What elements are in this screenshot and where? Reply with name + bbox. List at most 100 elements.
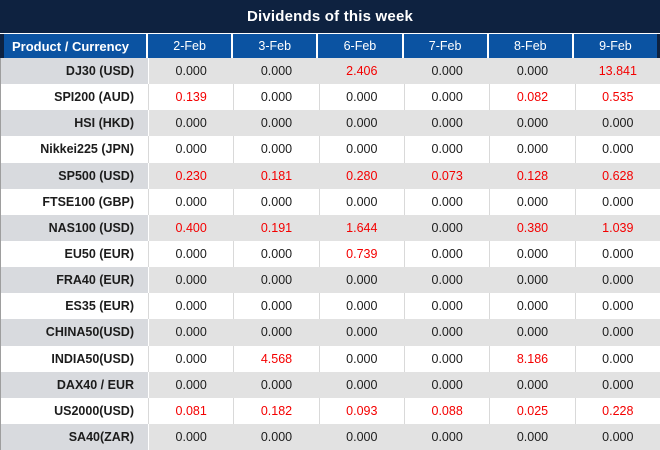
product-cell: ES35 (EUR)	[1, 293, 148, 320]
value-cell: 0.628	[574, 162, 660, 189]
product-cell: SA40(ZAR)	[1, 423, 148, 450]
value-cell: 2.406	[318, 58, 404, 85]
value-cell: 0.000	[318, 188, 404, 215]
header-cell-date: 7-Feb	[401, 34, 487, 58]
value-cell: 0.182	[233, 397, 319, 424]
value-cell: 0.000	[318, 319, 404, 346]
table-row: CHINA50(USD) 0.000 0.000 0.000 0.000 0.000 0.0…	[1, 319, 660, 346]
table-row: US2000(USD) 0.081 0.182 0.093 0.088 0.025 0.22…	[1, 397, 660, 424]
value-cell: 0.000	[148, 136, 234, 163]
value-cell: 0.000	[318, 110, 404, 137]
value-cell: 0.000	[403, 110, 490, 137]
header-cell-date: 2-Feb	[146, 34, 231, 58]
value-cell: 0.000	[148, 293, 234, 320]
value-cell: 0.230	[148, 162, 234, 189]
product-cell: SP500 (USD)	[1, 162, 148, 189]
table-row: SA40(ZAR) 0.000 0.000 0.000 0.000 0.000 0.000	[1, 423, 660, 450]
value-cell: 0.000	[233, 371, 319, 398]
product-cell: SPI200 (AUD)	[1, 84, 148, 111]
value-cell: 0.739	[318, 240, 404, 268]
value-cell: 0.000	[574, 110, 660, 137]
table-body: DJ30 (USD) 0.000 0.000 2.406 0.000 0.000 13.84…	[0, 58, 660, 450]
value-cell: 4.568	[233, 345, 319, 372]
product-cell: DAX40 / EUR	[1, 371, 148, 398]
value-cell: 0.000	[574, 267, 660, 294]
value-cell: 0.025	[489, 397, 575, 424]
value-cell: 0.000	[403, 293, 490, 320]
table-row: FTSE100 (GBP) 0.000 0.000 0.000 0.000 0.000 0.…	[1, 188, 660, 215]
table-row: FRA40 (EUR) 0.000 0.000 0.000 0.000 0.000 0.00…	[1, 267, 660, 294]
table-row: INDIA50(USD) 0.000 4.568 0.000 0.000 8.186 0.0…	[1, 345, 660, 372]
value-cell: 0.000	[233, 423, 319, 450]
table-row: DJ30 (USD) 0.000 0.000 2.406 0.000 0.000 13.84…	[1, 58, 660, 85]
value-cell: 0.000	[318, 371, 404, 398]
value-cell: 0.000	[148, 423, 234, 450]
value-cell: 13.841	[574, 58, 660, 85]
value-cell: 0.000	[574, 293, 660, 320]
value-cell: 0.088	[403, 397, 490, 424]
value-cell: 0.000	[403, 58, 490, 85]
product-cell: FTSE100 (GBP)	[1, 188, 148, 215]
value-cell: 0.000	[574, 240, 660, 268]
product-cell: INDIA50(USD)	[1, 345, 148, 372]
header-cell-date: 3-Feb	[231, 34, 316, 58]
product-cell: FRA40 (EUR)	[1, 267, 148, 294]
value-cell: 0.000	[233, 84, 319, 111]
value-cell: 0.000	[148, 319, 234, 346]
value-cell: 0.000	[148, 371, 234, 398]
value-cell: 0.000	[403, 319, 490, 346]
product-cell: US2000(USD)	[1, 397, 148, 424]
value-cell: 0.000	[403, 267, 490, 294]
value-cell: 0.073	[403, 162, 490, 189]
table-title: Dividends of this week	[0, 0, 660, 34]
value-cell: 0.000	[489, 110, 575, 137]
product-cell: CHINA50(USD)	[1, 319, 148, 346]
value-cell: 0.000	[318, 84, 404, 111]
table-row: Nikkei225 (JPN) 0.000 0.000 0.000 0.000 0.000…	[1, 136, 660, 163]
value-cell: 0.000	[148, 110, 234, 137]
value-cell: 0.380	[489, 214, 575, 241]
value-cell: 1.039	[574, 214, 660, 241]
value-cell: 0.535	[574, 84, 660, 111]
value-cell: 0.181	[233, 162, 319, 189]
value-cell: 0.400	[148, 214, 234, 241]
value-cell: 0.228	[574, 397, 660, 424]
value-cell: 0.000	[148, 345, 234, 372]
value-cell: 0.000	[233, 240, 319, 268]
value-cell: 0.000	[148, 240, 234, 268]
value-cell: 0.000	[403, 240, 490, 268]
product-cell: HSI (HKD)	[1, 110, 148, 137]
value-cell: 0.000	[574, 423, 660, 450]
value-cell: 0.000	[574, 345, 660, 372]
header-cell-date: 6-Feb	[316, 34, 401, 58]
value-cell: 0.000	[489, 293, 575, 320]
value-cell: 0.000	[489, 188, 575, 215]
value-cell: 0.000	[574, 188, 660, 215]
value-cell: 0.000	[233, 58, 319, 85]
value-cell: 0.000	[233, 110, 319, 137]
value-cell: 0.000	[403, 84, 490, 111]
value-cell: 0.000	[233, 293, 319, 320]
value-cell: 0.000	[489, 371, 575, 398]
value-cell: 0.191	[233, 214, 319, 241]
value-cell: 0.000	[403, 371, 490, 398]
value-cell: 0.000	[489, 267, 575, 294]
value-cell: 0.000	[574, 319, 660, 346]
value-cell: 0.000	[403, 214, 490, 241]
table-row: HSI (HKD) 0.000 0.000 0.000 0.000 0.000 0.000	[1, 110, 660, 137]
table-row: SP500 (USD) 0.230 0.181 0.280 0.073 0.128 0.62…	[1, 162, 660, 189]
value-cell: 0.000	[489, 423, 575, 450]
header-cell-product: Product / Currency	[12, 38, 130, 54]
value-cell: 0.128	[489, 162, 575, 189]
table-row: EU50 (EUR) 0.000 0.000 0.739 0.000 0.000 0.000	[1, 240, 660, 268]
value-cell: 0.139	[148, 84, 234, 111]
value-cell: 0.280	[318, 162, 404, 189]
value-cell: 0.000	[233, 319, 319, 346]
value-cell: 0.000	[318, 293, 404, 320]
value-cell: 0.081	[148, 397, 234, 424]
value-cell: 0.000	[318, 136, 404, 163]
value-cell: 0.000	[403, 423, 490, 450]
table-row: DAX40 / EUR 0.000 0.000 0.000 0.000 0.000 0.00…	[1, 371, 660, 398]
value-cell: 0.000	[489, 240, 575, 268]
